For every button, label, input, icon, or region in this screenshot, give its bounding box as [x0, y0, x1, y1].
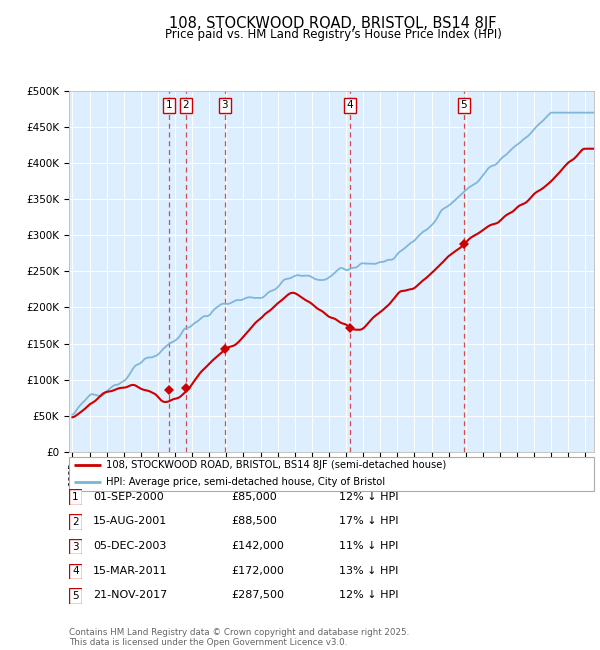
Text: 12% ↓ HPI: 12% ↓ HPI	[339, 491, 398, 502]
Text: 4: 4	[72, 566, 79, 577]
Text: £287,500: £287,500	[231, 590, 284, 601]
Text: £88,500: £88,500	[231, 516, 277, 526]
FancyBboxPatch shape	[69, 489, 82, 505]
FancyBboxPatch shape	[69, 514, 82, 530]
Text: 108, STOCKWOOD ROAD, BRISTOL, BS14 8JF (semi-detached house): 108, STOCKWOOD ROAD, BRISTOL, BS14 8JF (…	[106, 460, 446, 471]
Text: 2: 2	[72, 517, 79, 527]
Text: 12% ↓ HPI: 12% ↓ HPI	[339, 590, 398, 601]
Text: 15-MAR-2011: 15-MAR-2011	[93, 566, 167, 576]
Text: 5: 5	[461, 101, 467, 111]
Text: 4: 4	[346, 101, 353, 111]
Text: 1: 1	[72, 492, 79, 502]
Text: £142,000: £142,000	[231, 541, 284, 551]
FancyBboxPatch shape	[69, 564, 82, 579]
Text: 05-DEC-2003: 05-DEC-2003	[93, 541, 166, 551]
Text: 11% ↓ HPI: 11% ↓ HPI	[339, 541, 398, 551]
Text: 5: 5	[72, 591, 79, 601]
Text: 15-AUG-2001: 15-AUG-2001	[93, 516, 167, 526]
Text: £172,000: £172,000	[231, 566, 284, 576]
FancyBboxPatch shape	[69, 539, 82, 554]
Text: 3: 3	[72, 541, 79, 552]
Text: Contains HM Land Registry data © Crown copyright and database right 2025.
This d: Contains HM Land Registry data © Crown c…	[69, 628, 409, 647]
Text: 2: 2	[182, 101, 189, 111]
Text: 13% ↓ HPI: 13% ↓ HPI	[339, 566, 398, 576]
Text: 108, STOCKWOOD ROAD, BRISTOL, BS14 8JF: 108, STOCKWOOD ROAD, BRISTOL, BS14 8JF	[169, 16, 497, 31]
Text: 17% ↓ HPI: 17% ↓ HPI	[339, 516, 398, 526]
Text: £85,000: £85,000	[231, 491, 277, 502]
Text: 1: 1	[166, 101, 173, 111]
Text: Price paid vs. HM Land Registry's House Price Index (HPI): Price paid vs. HM Land Registry's House …	[164, 28, 502, 41]
FancyBboxPatch shape	[69, 588, 82, 604]
Text: 21-NOV-2017: 21-NOV-2017	[93, 590, 167, 601]
Text: HPI: Average price, semi-detached house, City of Bristol: HPI: Average price, semi-detached house,…	[106, 477, 385, 488]
Text: 01-SEP-2000: 01-SEP-2000	[93, 491, 164, 502]
Text: 3: 3	[221, 101, 228, 111]
FancyBboxPatch shape	[69, 457, 594, 491]
